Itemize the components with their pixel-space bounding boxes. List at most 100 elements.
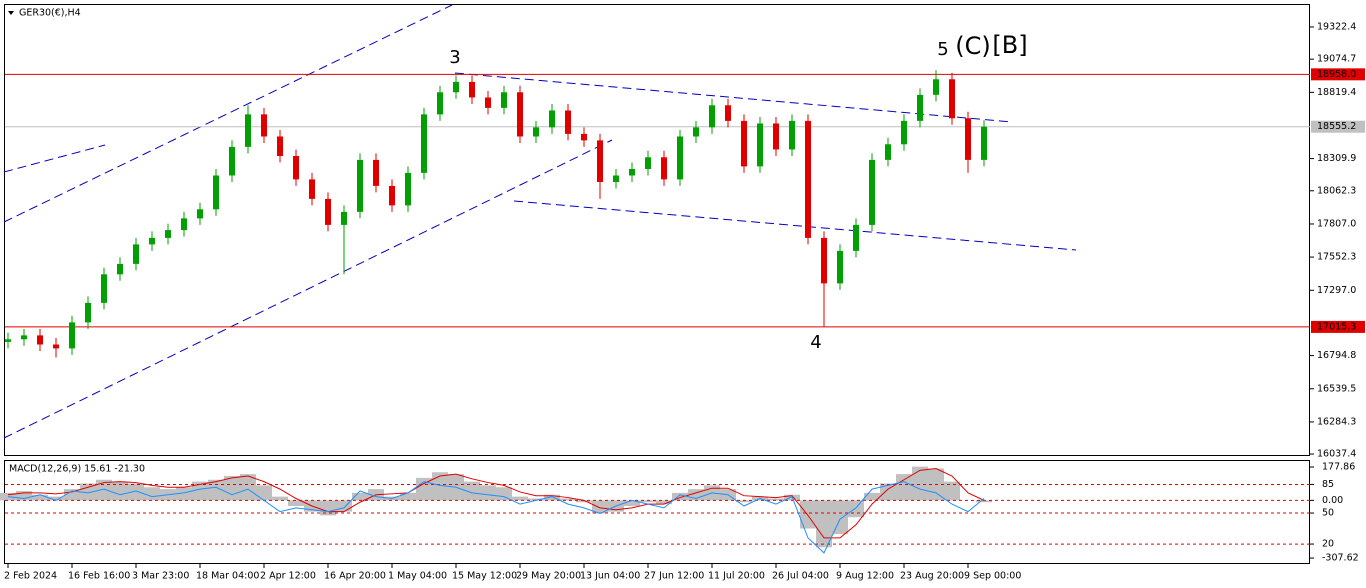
- wave-label: 4: [810, 332, 821, 353]
- macd-bar: [624, 500, 640, 506]
- candle-body: [645, 157, 651, 169]
- candle-body: [741, 120, 747, 167]
- candle-body: [901, 120, 907, 145]
- candle-body: [869, 159, 875, 225]
- macd-bar: [48, 496, 64, 501]
- x-tick-label: 1 May 04:00: [388, 571, 447, 582]
- macd-bar: [80, 483, 96, 501]
- candle-body: [325, 198, 331, 225]
- macd-bar: [480, 485, 496, 501]
- x-tick-label: 2 Apr 12:00: [260, 571, 316, 582]
- candle-body: [885, 144, 891, 160]
- candle-body: [661, 157, 667, 180]
- candle-body: [533, 127, 539, 137]
- macd-bar: [688, 489, 704, 501]
- macd-bar: [816, 500, 832, 548]
- macd-bar: [112, 481, 128, 501]
- candle-body: [837, 250, 843, 284]
- candle-body: [69, 322, 75, 349]
- candle-body: [101, 274, 107, 303]
- y-tick-label: 17297.0: [1317, 285, 1356, 296]
- x-tick-label: 16 Apr 20:00: [324, 571, 386, 582]
- macd-bar: [288, 500, 304, 506]
- candle-body: [853, 224, 859, 251]
- y-tick-label: 19074.7: [1317, 54, 1356, 65]
- y-tick-label: 177.86: [1322, 462, 1355, 473]
- macd-bar: [832, 500, 848, 535]
- candle-body: [789, 120, 795, 150]
- macd-line: [7, 481, 985, 554]
- candle-body: [821, 237, 827, 284]
- macd-bar: [912, 466, 928, 501]
- y-tick-label: 18309.9: [1317, 153, 1356, 164]
- price-box: [1311, 120, 1365, 133]
- macd-bar: [768, 498, 784, 501]
- x-tick-label: 2 Feb 2024: [4, 571, 57, 582]
- candle-body: [981, 126, 987, 160]
- trend-line: [3, 144, 106, 173]
- candle-body: [453, 81, 459, 93]
- macd-bar: [256, 485, 272, 501]
- macd-bar: [672, 492, 688, 501]
- candle-body: [773, 123, 779, 150]
- macd-bar: [128, 483, 144, 501]
- candle-body: [389, 185, 395, 206]
- chart-title: GER30(€),H4: [19, 8, 81, 19]
- candle-body: [309, 179, 315, 199]
- candle-body: [549, 110, 555, 128]
- candle-body: [373, 159, 379, 186]
- y-tick-label: 50: [1322, 508, 1334, 519]
- y-tick-label: 16284.3: [1317, 416, 1356, 427]
- macd-bar: [864, 492, 880, 501]
- y-tick-label: 16037.4: [1317, 449, 1356, 460]
- macd-bar: [64, 489, 80, 501]
- candle-body: [21, 335, 27, 340]
- macd-bar: [512, 496, 528, 501]
- candle-body: [805, 120, 811, 238]
- candle-body: [37, 335, 43, 345]
- macd-bar: [416, 477, 432, 501]
- x-tick-label: 13 Jun 04:00: [580, 571, 640, 582]
- macd-bar: [176, 487, 192, 501]
- candle-body: [5, 339, 11, 342]
- x-tick-label: 26 Jul 04:00: [772, 571, 829, 582]
- candle-body: [85, 302, 91, 323]
- candle-body: [341, 211, 347, 225]
- trend-line: [513, 200, 1077, 251]
- macd-bar: [880, 483, 896, 501]
- macd-bar: [400, 492, 416, 501]
- macd-bar: [352, 492, 368, 501]
- candle-body: [725, 105, 731, 121]
- candle-body: [757, 123, 763, 167]
- candle-body: [693, 127, 699, 137]
- macd-bar: [640, 500, 656, 503]
- candle-body: [293, 155, 299, 180]
- y-tick-label: 85: [1322, 479, 1334, 490]
- macd-bar: [432, 472, 448, 501]
- y-tick-label: 16539.5: [1317, 383, 1356, 394]
- candle-body: [677, 136, 683, 180]
- candle-body: [629, 168, 635, 176]
- candle-body: [133, 244, 139, 264]
- candle-body: [437, 92, 443, 115]
- wave-label: 5: [937, 39, 948, 60]
- wave-label: 3: [449, 47, 460, 68]
- wave-label: [B]: [992, 31, 1027, 59]
- y-tick-label: 0.00: [1322, 495, 1343, 506]
- x-tick-label: 29 May 20:00: [516, 571, 581, 582]
- candle-body: [117, 263, 123, 275]
- x-tick-label: 16 Feb 16:00: [68, 571, 130, 582]
- candle-body: [261, 114, 267, 137]
- candle-body: [165, 230, 171, 238]
- macd-line: [7, 467, 985, 539]
- candle-body: [277, 136, 283, 156]
- candle-body: [421, 114, 427, 173]
- price-box: [1311, 320, 1365, 333]
- candle-body: [933, 79, 939, 95]
- macd-bar: [144, 487, 160, 501]
- macd-bar: [192, 481, 208, 501]
- macd-bar: [464, 481, 480, 501]
- x-tick-label: 15 May 12:00: [452, 571, 517, 582]
- macd-bar: [848, 500, 864, 518]
- candle-body: [469, 81, 475, 98]
